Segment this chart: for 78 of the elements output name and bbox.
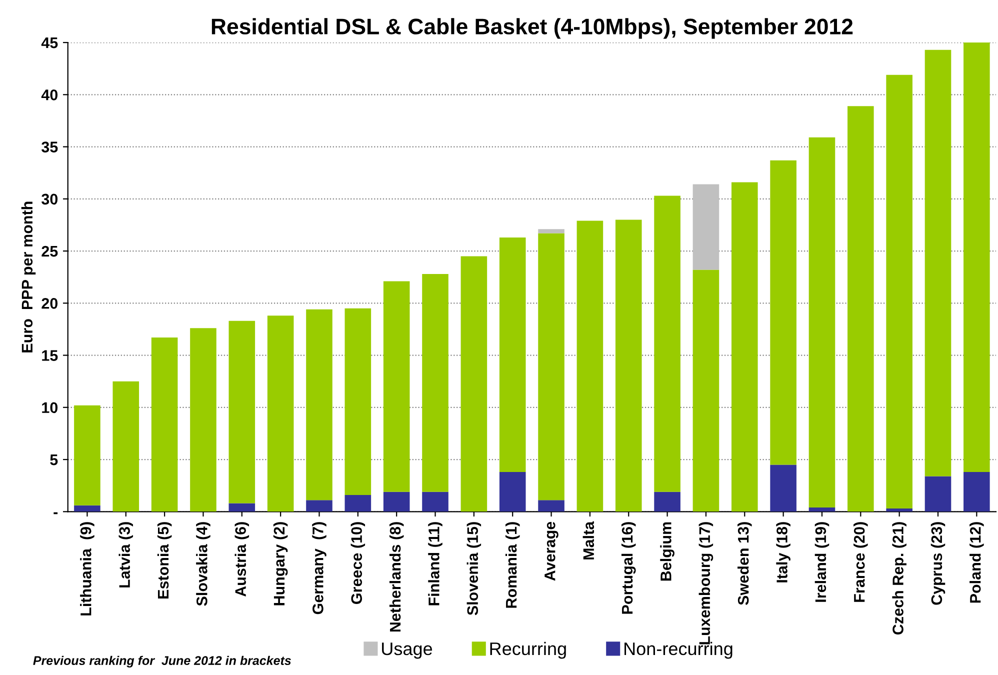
- x-tick-label: Poland (12): [970, 522, 984, 603]
- bar: [886, 74, 912, 509]
- x-tick-label: Latvia (3): [118, 522, 133, 588]
- y-tick-label: 40: [41, 90, 58, 100]
- bar: [74, 405, 100, 506]
- x-tick-label: Czech Rep. (21): [892, 522, 906, 634]
- bar: [460, 256, 488, 512]
- x-tick-label: Slovenia (15): [466, 522, 482, 616]
- legend-label: Usage: [382, 642, 432, 659]
- x-tick-label: Italy (18): [776, 522, 790, 582]
- bar: [692, 184, 720, 270]
- bar: [306, 500, 332, 512]
- bar: [924, 476, 952, 512]
- x-tick-label: Austria (6): [234, 522, 250, 597]
- y-tick-label: 45: [41, 38, 58, 48]
- x-tick-label: Malta: [582, 521, 594, 560]
- y-tick-label: 5: [50, 454, 58, 466]
- bar: [808, 137, 836, 508]
- bar: [422, 492, 448, 512]
- bar: [654, 492, 680, 512]
- bar: [344, 308, 372, 495]
- y-tick-label: 35: [42, 142, 58, 152]
- y-tick-label: 25: [42, 246, 58, 257]
- bar: [344, 494, 372, 512]
- y-tick-label: 15: [42, 350, 58, 361]
- x-tick-label: Greece (10): [350, 522, 366, 604]
- bar: [538, 229, 564, 234]
- y-tick-label: 20: [42, 298, 58, 309]
- x-tick-label: Portugal (16): [621, 522, 636, 614]
- x-tick-label: Lithuania (9): [80, 522, 94, 616]
- x-tick-label: Netherlands (8): [389, 522, 404, 632]
- bar: [228, 503, 256, 512]
- bar: [499, 237, 526, 472]
- bar: [924, 50, 952, 476]
- x-tick-label: Sweden 13): [738, 522, 752, 605]
- x-tick-label: Finland (11): [428, 522, 442, 606]
- bar: [267, 316, 294, 512]
- legend-label: Recurring: [490, 642, 566, 659]
- bar: [654, 196, 680, 492]
- bar: [731, 182, 758, 512]
- bar: [964, 472, 990, 512]
- bar: [112, 381, 140, 512]
- bar: [886, 508, 912, 512]
- x-tick-label: Ireland (19): [814, 522, 830, 602]
- bar: [306, 309, 332, 500]
- x-tick-label: France (20): [854, 522, 868, 602]
- text: Previous ranking for June 2012 in brackets: [33, 656, 291, 668]
- bar: [499, 472, 526, 512]
- x-tick-label: Romania (1): [505, 522, 520, 608]
- bar: [228, 320, 256, 504]
- bar: [808, 507, 836, 512]
- bar: [770, 160, 796, 465]
- bar: [151, 338, 178, 512]
- y-tick-label: 10: [42, 402, 58, 414]
- y-axis-title: Euro PPP per month: [21, 202, 36, 352]
- bar: [964, 42, 990, 472]
- bar: [190, 328, 216, 512]
- bar: [383, 281, 410, 492]
- bar: [615, 220, 642, 512]
- bar: [538, 233, 564, 500]
- chart-title: Residential DSL & Cable Basket (4-10Mbps), September 2012: [212, 18, 853, 39]
- bar: [538, 500, 564, 512]
- bar: [848, 106, 874, 512]
- x-tick-label: Hungary (2): [273, 522, 288, 606]
- bar: [692, 270, 720, 512]
- x-tick-label: Estonia (5): [157, 522, 172, 598]
- y-tick-label: 30: [42, 194, 58, 205]
- x-tick-label: Average: [544, 522, 558, 581]
- bar: [770, 464, 796, 512]
- x-tick-label: Slovakia (4): [196, 522, 210, 606]
- bar: [576, 220, 604, 512]
- x-tick-label: Cyprus (23): [930, 522, 946, 605]
- x-tick-label: Germany (7): [312, 522, 326, 614]
- x-tick-label: Belgium: [660, 522, 674, 581]
- y-tick-label: -: [54, 512, 58, 514]
- bar: [422, 274, 448, 492]
- bar: [74, 505, 100, 512]
- bar: [383, 492, 410, 512]
